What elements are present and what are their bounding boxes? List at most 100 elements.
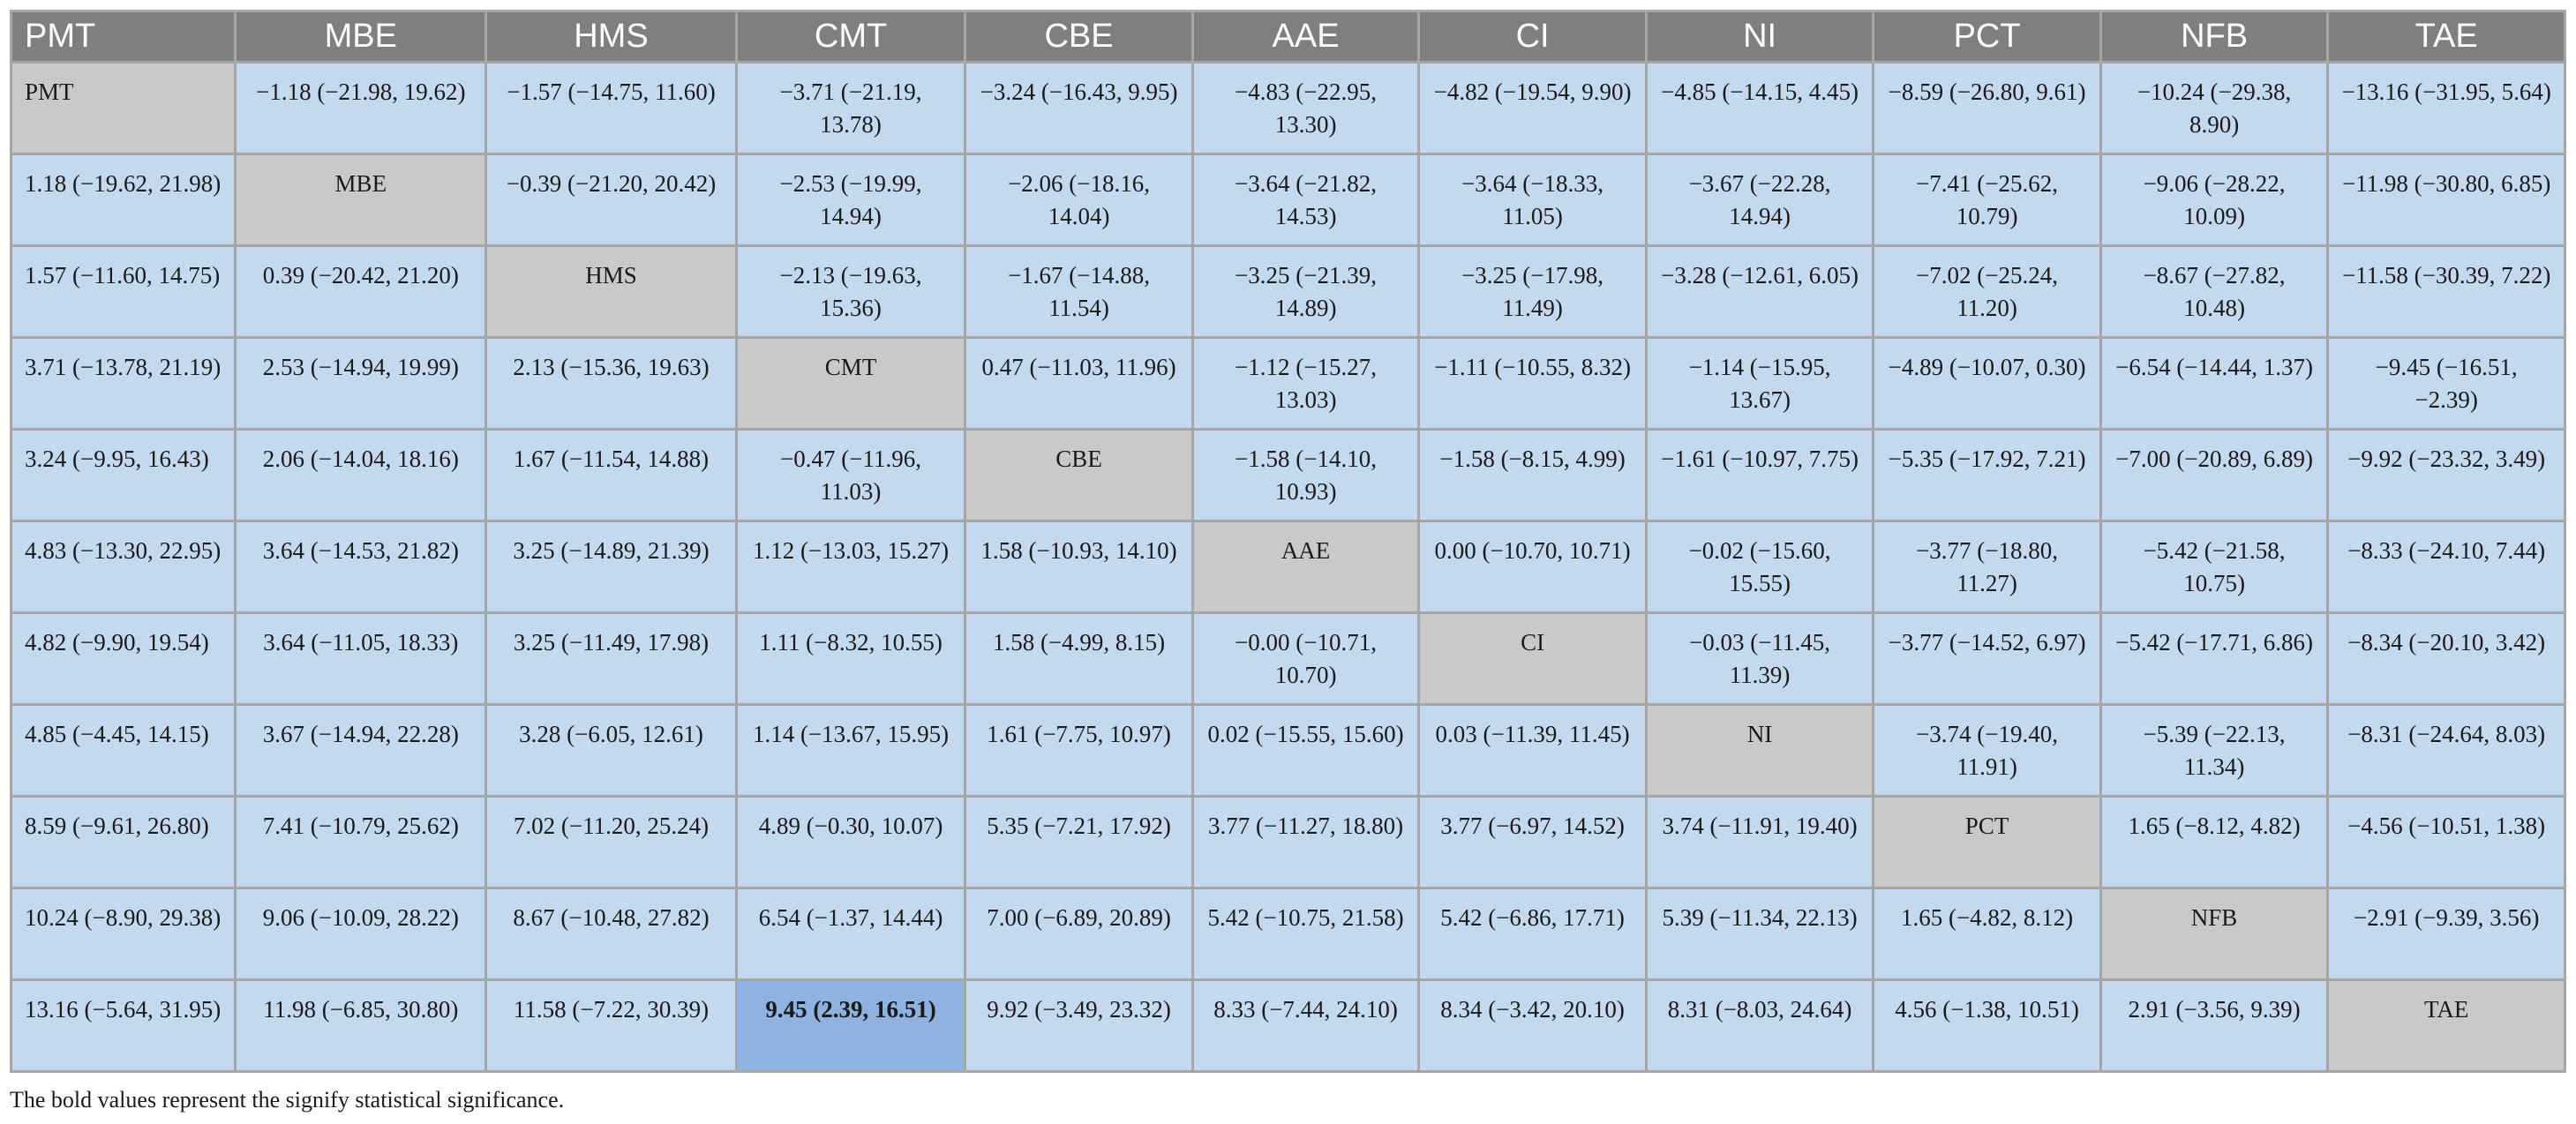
- comparison-cell: 7.00 (−6.89, 20.89): [964, 887, 1194, 981]
- comparison-cell: 0.39 (−20.42, 21.20): [234, 244, 488, 339]
- comparison-cell: −3.28 (−12.61, 6.05): [1644, 244, 1875, 339]
- comparison-cell: 2.53 (−14.94, 19.99): [234, 336, 488, 431]
- diagonal-cell-hms: HMS: [484, 244, 738, 339]
- comparison-cell: 1.58 (−4.99, 8.15): [964, 611, 1194, 706]
- comparison-cell: 8.34 (−3.42, 20.10): [1417, 978, 1648, 1073]
- diagonal-cell-pct: PCT: [1872, 795, 2102, 889]
- significant-comparison-cell: 9.45 (2.39, 16.51): [734, 978, 967, 1073]
- comparison-cell: −0.00 (−10.71, 10.70): [1190, 611, 1421, 706]
- comparison-cell: 0.00 (−10.70, 10.71): [1417, 520, 1648, 614]
- column-header-pct: PCT: [1872, 10, 2102, 64]
- column-header-cmt: CMT: [734, 10, 967, 64]
- comparison-cell: −1.61 (−10.97, 7.75): [1644, 428, 1875, 522]
- comparison-cell: 10.24 (−8.90, 29.38): [9, 887, 237, 981]
- column-header-nfb: NFB: [2099, 10, 2330, 64]
- comparison-cell: 4.85 (−4.45, 14.15): [9, 703, 237, 798]
- comparison-cell: −8.59 (−26.80, 9.61): [1872, 61, 2102, 155]
- diagonal-cell-ci: CI: [1417, 611, 1648, 706]
- comparison-cell: 4.82 (−9.90, 19.54): [9, 611, 237, 706]
- comparison-cell: 8.67 (−10.48, 27.82): [484, 887, 738, 981]
- comparison-cell: 5.39 (−11.34, 22.13): [1644, 887, 1875, 981]
- table-row: 13.16 (−5.64, 31.95) 11.98 (−6.85, 30.80)…: [9, 978, 2566, 1073]
- comparison-cell: 3.25 (−11.49, 17.98): [484, 611, 738, 706]
- comparison-cell: 9.92 (−3.49, 23.32): [964, 978, 1194, 1073]
- comparison-cell: −7.41 (−25.62, 10.79): [1872, 153, 2102, 247]
- table-row: 4.82 (−9.90, 19.54) 3.64 (−11.05, 18.33) 3…: [9, 611, 2566, 706]
- diagonal-cell-nfb: NFB: [2099, 887, 2330, 981]
- comparison-cell: −3.64 (−18.33, 11.05): [1417, 153, 1648, 247]
- comparison-cell: −2.91 (−9.39, 3.56): [2326, 887, 2566, 981]
- comparison-cell: −1.57 (−14.75, 11.60): [484, 61, 738, 155]
- comparison-cell: 3.77 (−6.97, 14.52): [1417, 795, 1648, 889]
- comparison-cell: 1.11 (−8.32, 10.55): [734, 611, 967, 706]
- comparison-cell: 3.64 (−14.53, 21.82): [234, 520, 488, 614]
- comparison-cell: 1.67 (−11.54, 14.88): [484, 428, 738, 522]
- comparison-cell: 1.58 (−10.93, 14.10): [964, 520, 1194, 614]
- comparison-cell: 2.13 (−15.36, 19.63): [484, 336, 738, 431]
- comparison-cell: −3.64 (−21.82, 14.53): [1190, 153, 1421, 247]
- comparison-cell: −0.47 (−11.96, 11.03): [734, 428, 967, 522]
- comparison-cell: −0.03 (−11.45, 11.39): [1644, 611, 1875, 706]
- comparison-cell: −4.89 (−10.07, 0.30): [1872, 336, 2102, 431]
- comparison-cell: −2.13 (−19.63, 15.36): [734, 244, 967, 339]
- comparison-cell: −2.06 (−18.16, 14.04): [964, 153, 1194, 247]
- comparison-cell: 1.14 (−13.67, 15.95): [734, 703, 967, 798]
- diagonal-cell-cbe: CBE: [964, 428, 1194, 522]
- comparison-cell: −3.25 (−17.98, 11.49): [1417, 244, 1648, 339]
- table-row: 3.24 (−9.95, 16.43) 2.06 (−14.04, 18.16) 1…: [9, 428, 2566, 522]
- comparison-cell: 1.65 (−8.12, 4.82): [2099, 795, 2330, 889]
- comparison-cell: 1.57 (−11.60, 14.75): [9, 244, 237, 339]
- comparison-cell: −4.83 (−22.95, 13.30): [1190, 61, 1421, 155]
- comparison-cell: 1.61 (−7.75, 10.97): [964, 703, 1194, 798]
- comparison-cell: 4.83 (−13.30, 22.95): [9, 520, 237, 614]
- comparison-cell: −1.12 (−15.27, 13.03): [1190, 336, 1421, 431]
- comparison-cell: 2.91 (−3.56, 9.39): [2099, 978, 2330, 1073]
- table-body: PMT −1.18 (−21.98, 19.62) −1.57 (−14.75, 1…: [9, 61, 2566, 1073]
- comparison-cell: 11.58 (−7.22, 30.39): [484, 978, 738, 1073]
- comparison-cell: −5.39 (−22.13, 11.34): [2099, 703, 2330, 798]
- comparison-cell: 2.06 (−14.04, 18.16): [234, 428, 488, 522]
- comparison-cell: 3.28 (−6.05, 12.61): [484, 703, 738, 798]
- comparison-cell: −13.16 (−31.95, 5.64): [2326, 61, 2566, 155]
- comparison-cell: 0.03 (−11.39, 11.45): [1417, 703, 1648, 798]
- comparison-cell: −9.45 (−16.51, −2.39): [2326, 336, 2566, 431]
- column-header-mbe: MBE: [234, 10, 488, 64]
- diagonal-cell-pmt: PMT: [9, 61, 237, 155]
- comparison-cell: 4.89 (−0.30, 10.07): [734, 795, 967, 889]
- comparison-cell: −5.35 (−17.92, 7.21): [1872, 428, 2102, 522]
- column-header-tae: TAE: [2326, 10, 2566, 64]
- table-row: 1.57 (−11.60, 14.75) 0.39 (−20.42, 21.20)…: [9, 244, 2566, 339]
- comparison-cell: −7.02 (−25.24, 11.20): [1872, 244, 2102, 339]
- comparison-cell: −8.31 (−24.64, 8.03): [2326, 703, 2566, 798]
- comparison-cell: −9.92 (−23.32, 3.49): [2326, 428, 2566, 522]
- comparison-cell: 13.16 (−5.64, 31.95): [9, 978, 237, 1073]
- header-row: PMT MBE HMS CMT CBE AAE CI NI PCT NFB TAE: [9, 10, 2566, 64]
- comparison-cell: −11.98 (−30.80, 6.85): [2326, 153, 2566, 247]
- diagonal-cell-aae: AAE: [1190, 520, 1421, 614]
- comparison-cell: −1.58 (−14.10, 10.93): [1190, 428, 1421, 522]
- comparison-cell: −3.25 (−21.39, 14.89): [1190, 244, 1421, 339]
- comparison-cell: −11.58 (−30.39, 7.22): [2326, 244, 2566, 339]
- comparison-cell: 8.33 (−7.44, 24.10): [1190, 978, 1421, 1073]
- comparison-cell: −0.39 (−21.20, 20.42): [484, 153, 738, 247]
- comparison-cell: −4.82 (−19.54, 9.90): [1417, 61, 1648, 155]
- column-header-ci: CI: [1417, 10, 1648, 64]
- comparison-cell: 5.42 (−6.86, 17.71): [1417, 887, 1648, 981]
- comparison-cell: 1.12 (−13.03, 15.27): [734, 520, 967, 614]
- comparison-cell: −3.74 (−19.40, 11.91): [1872, 703, 2102, 798]
- comparison-cell: −1.58 (−8.15, 4.99): [1417, 428, 1648, 522]
- table-row: 4.85 (−4.45, 14.15) 3.67 (−14.94, 22.28) 3…: [9, 703, 2566, 798]
- comparison-cell: −8.34 (−20.10, 3.42): [2326, 611, 2566, 706]
- comparison-cell: −1.18 (−21.98, 19.62): [234, 61, 488, 155]
- comparison-cell: 7.41 (−10.79, 25.62): [234, 795, 488, 889]
- league-table: PMT MBE HMS CMT CBE AAE CI NI PCT NFB TAE PMT −1.18…: [9, 10, 2566, 1073]
- comparison-cell: −3.71 (−21.19, 13.78): [734, 61, 967, 155]
- column-header-ni: NI: [1644, 10, 1875, 64]
- comparison-cell: −9.06 (−28.22, 10.09): [2099, 153, 2330, 247]
- table-row: 4.83 (−13.30, 22.95) 3.64 (−14.53, 21.82)…: [9, 520, 2566, 614]
- comparison-cell: 8.59 (−9.61, 26.80): [9, 795, 237, 889]
- comparison-cell: −4.85 (−14.15, 4.45): [1644, 61, 1875, 155]
- comparison-cell: 1.65 (−4.82, 8.12): [1872, 887, 2102, 981]
- comparison-cell: −0.02 (−15.60, 15.55): [1644, 520, 1875, 614]
- diagonal-cell-mbe: MBE: [234, 153, 488, 247]
